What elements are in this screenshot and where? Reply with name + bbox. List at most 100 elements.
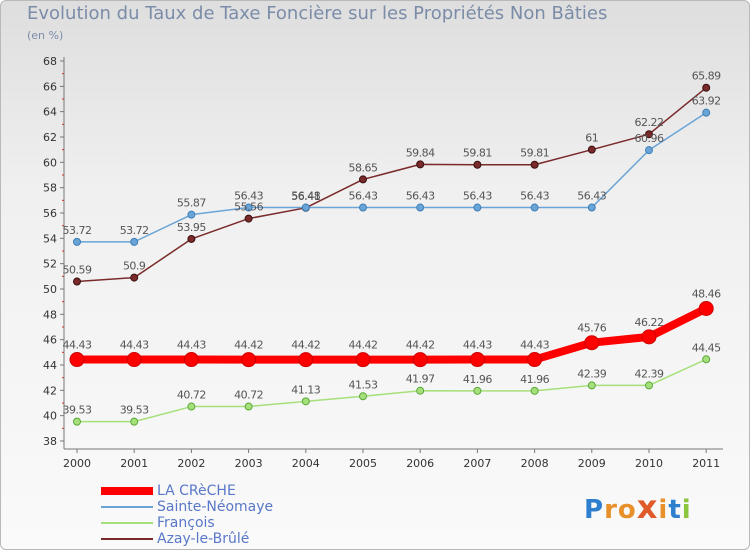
data-label: 56.43 <box>349 190 378 203</box>
data-point <box>587 381 596 390</box>
x-tick-label: 2010 <box>635 457 663 470</box>
data-label: 56.43 <box>520 190 549 203</box>
data-label: 44.42 <box>349 339 378 352</box>
legend-swatch <box>101 487 153 495</box>
data-point <box>530 160 539 169</box>
data-label: 56.43 <box>577 190 606 203</box>
data-label: 55.56 <box>234 201 263 214</box>
data-label: 41.97 <box>406 373 435 386</box>
data-point <box>527 352 543 368</box>
data-point <box>587 145 596 154</box>
series-line-0 <box>73 304 711 364</box>
y-tick-label: 62 <box>43 131 57 144</box>
data-point <box>130 417 139 426</box>
data-label: 55.87 <box>177 197 206 210</box>
data-label: 50.9 <box>123 260 146 273</box>
chart-subtitle: (en %) <box>27 29 64 42</box>
data-label: 63.92 <box>692 95 721 108</box>
data-point <box>130 237 139 246</box>
data-point <box>702 108 711 117</box>
data-label: 58.65 <box>349 161 378 174</box>
data-label: 56.41 <box>291 190 320 203</box>
legend-swatch <box>101 538 153 540</box>
data-point <box>126 352 142 368</box>
data-point <box>187 210 196 219</box>
y-tick-label: 40 <box>43 410 57 423</box>
x-tick-label: 2000 <box>63 457 91 470</box>
data-label: 44.43 <box>63 339 92 352</box>
y-tick-label: 68 <box>43 55 57 68</box>
data-label: 41.96 <box>520 373 549 386</box>
data-label: 53.95 <box>177 221 206 234</box>
data-point <box>241 352 257 368</box>
legend-swatch <box>101 522 153 524</box>
data-point <box>473 160 482 169</box>
x-tick-label: 2002 <box>177 457 205 470</box>
series-line-3 <box>76 86 707 283</box>
data-label: 56.43 <box>234 190 263 203</box>
series-line-1 <box>76 111 707 243</box>
data-label: 56.48 <box>291 190 320 203</box>
data-label: 59.81 <box>520 147 549 160</box>
data-point <box>187 402 196 411</box>
legend-label: Sainte-Néomaye <box>157 499 274 515</box>
legend-item: Azay-le-Brûlé <box>101 531 361 547</box>
data-point <box>183 352 199 368</box>
x-tick-label: 2001 <box>120 457 148 470</box>
legend-swatch <box>101 506 153 508</box>
data-label: 44.42 <box>234 339 263 352</box>
data-point <box>702 83 711 92</box>
data-label: 40.72 <box>234 389 263 402</box>
y-tick-label: 66 <box>43 80 57 93</box>
data-point <box>69 352 85 368</box>
data-point <box>359 203 367 212</box>
data-point <box>645 381 653 390</box>
x-tick-label: 2007 <box>463 457 491 470</box>
x-tick-label: 2005 <box>349 457 377 470</box>
y-tick-label: 58 <box>43 182 57 195</box>
data-point <box>73 277 81 286</box>
data-point <box>587 203 596 212</box>
data-label: 41.96 <box>463 373 492 386</box>
data-label: 62.22 <box>635 116 664 129</box>
data-label: 39.53 <box>120 404 149 417</box>
data-label: 42.39 <box>577 367 606 380</box>
legend-label: Azay-le-Brûlé <box>157 531 250 547</box>
y-tick-label: 44 <box>43 359 57 372</box>
data-point <box>244 214 253 223</box>
data-label: 50.59 <box>63 264 92 277</box>
data-point <box>359 392 367 401</box>
data-point <box>416 160 425 169</box>
data-point <box>641 329 657 345</box>
data-point <box>530 386 539 395</box>
legend-item: LA CRèCHE <box>101 483 361 499</box>
data-point <box>530 203 539 212</box>
legend-item: François <box>101 515 361 531</box>
data-label: 44.43 <box>463 339 492 352</box>
data-label: 44.42 <box>291 339 320 352</box>
data-label: 61 <box>585 132 598 145</box>
y-tick-label: 48 <box>43 308 57 321</box>
data-label: 45.76 <box>577 322 606 335</box>
x-tick-label: 2008 <box>521 457 549 470</box>
data-point <box>584 335 600 351</box>
data-point <box>645 130 653 139</box>
data-label: 46.22 <box>635 316 664 329</box>
legend-item: Sainte-Néomaye <box>101 499 361 515</box>
data-label: 40.72 <box>177 389 206 402</box>
data-point <box>698 301 714 317</box>
y-tick-label: 50 <box>43 283 57 296</box>
data-label: 53.72 <box>63 224 92 237</box>
data-label: 44.43 <box>520 339 549 352</box>
data-point <box>244 402 253 411</box>
y-tick-label: 42 <box>43 384 57 397</box>
data-label: 65.89 <box>692 70 721 83</box>
data-point <box>301 397 310 406</box>
y-tick-label: 56 <box>43 207 57 220</box>
data-point <box>73 237 81 246</box>
data-label: 59.81 <box>463 147 492 160</box>
x-tick-label: 2004 <box>292 457 320 470</box>
data-label: 41.13 <box>291 383 320 396</box>
data-label: 44.45 <box>692 341 721 354</box>
